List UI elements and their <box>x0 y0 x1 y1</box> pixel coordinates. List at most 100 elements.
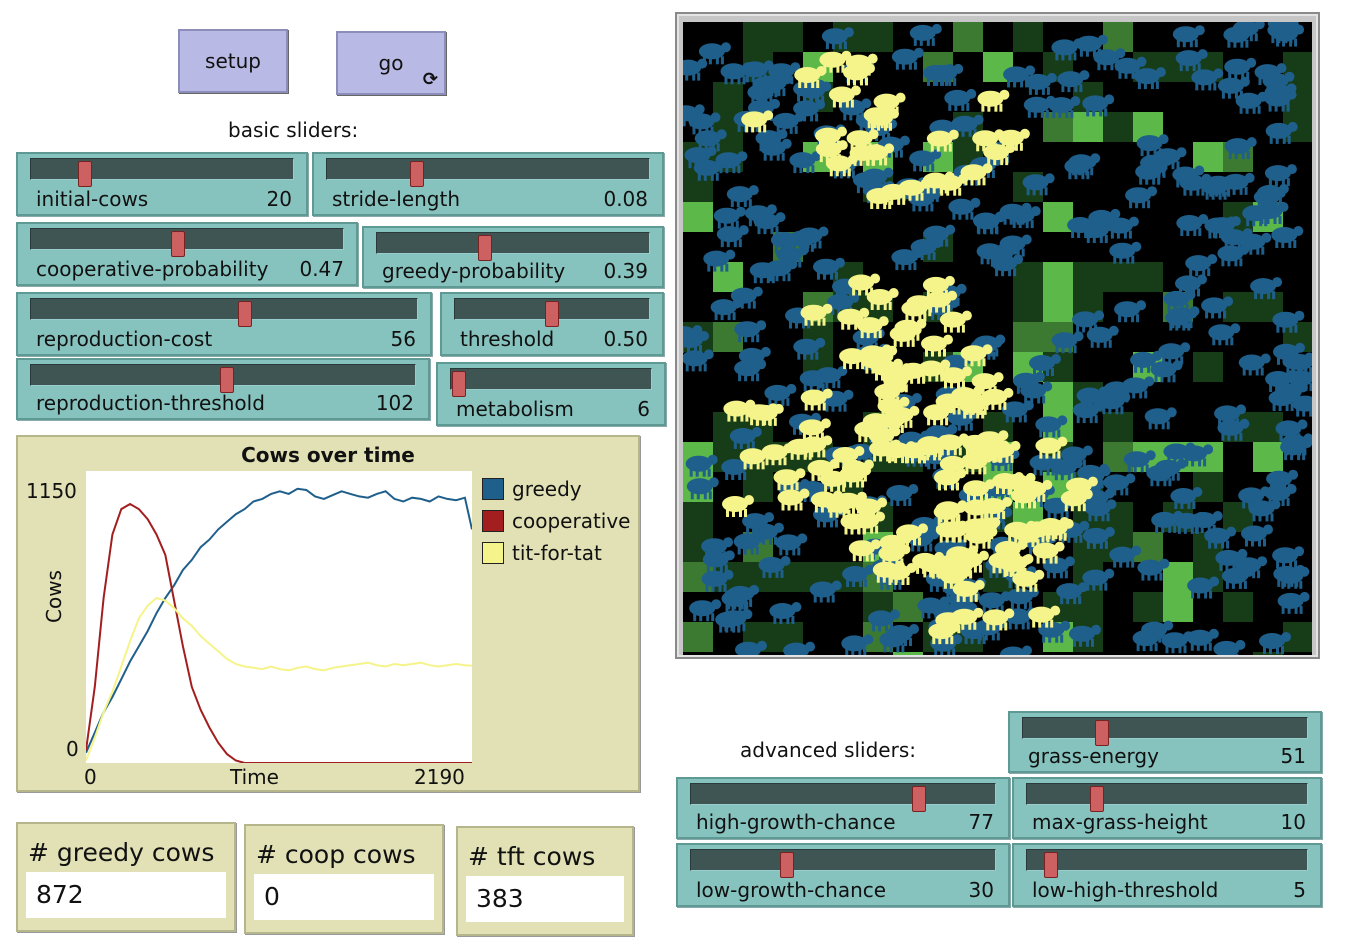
cow-icon <box>710 298 743 321</box>
slider-max-grass-height[interactable]: max-grass-height 10 <box>1012 777 1322 839</box>
cow-icon <box>799 369 832 392</box>
slider-track[interactable] <box>30 158 294 187</box>
cow-icon <box>1122 376 1155 399</box>
cow-icon <box>981 387 1014 410</box>
slider-knob[interactable] <box>1095 720 1110 746</box>
cow-icon <box>1151 510 1184 533</box>
grass-patch <box>683 622 713 652</box>
forever-icon: ⟳ <box>422 69 438 90</box>
slider-knob[interactable] <box>911 786 926 812</box>
cow-icon <box>1042 556 1075 579</box>
slider-reproduction-cost[interactable]: reproduction-cost 56 <box>16 292 432 356</box>
cow-icon <box>951 386 984 408</box>
slider-track[interactable] <box>450 368 652 397</box>
cow-icon <box>841 634 874 655</box>
grass-patch <box>743 22 773 52</box>
cow-icon <box>683 325 703 348</box>
cow-icon <box>1201 296 1234 319</box>
slider-stride-length[interactable]: stride-length 0.08 <box>312 152 664 216</box>
slider-track[interactable] <box>30 364 416 393</box>
world-canvas[interactable] <box>683 22 1312 655</box>
cow-icon <box>872 560 905 583</box>
cow-icon <box>871 358 903 381</box>
slider-cooperative-probability[interactable]: cooperative-probability 0.47 <box>16 222 358 286</box>
slider-initial-cows[interactable]: initial-cows 20 <box>16 152 308 216</box>
cow-icon <box>936 173 969 196</box>
slider-knob[interactable] <box>1044 852 1059 878</box>
slider-track[interactable] <box>1026 783 1308 812</box>
slider-track[interactable] <box>1022 717 1308 746</box>
slider-low-high-threshold[interactable]: low-high-threshold 5 <box>1012 843 1322 907</box>
cow-icon <box>997 128 1030 151</box>
monitor-coop-cows: # coop cows 0 <box>244 824 444 934</box>
cow-icon <box>713 206 746 229</box>
slider-knob[interactable] <box>219 367 234 393</box>
cow-icon <box>793 99 826 122</box>
slider-track[interactable] <box>326 158 650 187</box>
cow-icon <box>1075 34 1108 57</box>
cow-icon <box>1109 241 1142 264</box>
slider-track[interactable] <box>30 228 344 257</box>
cow-icon <box>947 556 980 579</box>
cow-icon <box>1238 353 1271 376</box>
grass-patch <box>1133 262 1163 292</box>
slider-track[interactable] <box>1026 849 1308 878</box>
slider-grass-energy[interactable]: grass-energy 51 <box>1008 711 1322 773</box>
world-view[interactable] <box>675 12 1320 659</box>
slider-greedy-probability[interactable]: greedy-probability 0.39 <box>362 226 664 288</box>
slider-metabolism[interactable]: metabolism 6 <box>436 362 666 426</box>
slider-label: reproduction-threshold <box>36 391 265 415</box>
cow-icon <box>698 42 731 65</box>
cow-icon <box>976 430 1009 453</box>
slider-track[interactable] <box>690 783 996 812</box>
slider-low-growth-chance[interactable]: low-growth-chance 30 <box>676 843 1010 907</box>
slider-value: 20 <box>266 187 292 211</box>
slider-knob[interactable] <box>545 301 559 327</box>
cow-icon <box>1088 208 1121 231</box>
grass-patch <box>713 82 743 112</box>
legend-item-greedy: greedy <box>482 473 631 505</box>
slider-knob[interactable] <box>238 301 253 327</box>
slider-knob[interactable] <box>171 231 186 257</box>
slider-high-growth-chance[interactable]: high-growth-chance 77 <box>676 777 1010 839</box>
setup-button[interactable]: setup <box>178 29 288 93</box>
plot-svg <box>85 487 473 764</box>
slider-track[interactable] <box>690 849 996 878</box>
cow-icon <box>939 310 972 333</box>
slider-knob[interactable] <box>409 161 424 187</box>
cow-icon <box>1224 137 1257 160</box>
cow-icon <box>1292 395 1312 417</box>
slider-knob[interactable] <box>478 235 493 261</box>
grass-patch <box>1253 652 1283 655</box>
go-button[interactable]: go ⟳ <box>336 31 446 95</box>
slider-track[interactable] <box>376 232 650 261</box>
slider-knob[interactable] <box>452 371 466 397</box>
setup-button-label: setup <box>205 49 261 73</box>
slider-knob[interactable] <box>780 852 795 878</box>
slider-knob[interactable] <box>1090 786 1105 812</box>
cow-icon <box>1264 83 1297 106</box>
cow-icon <box>930 634 963 655</box>
cow-icon <box>896 523 928 546</box>
slider-threshold[interactable]: threshold 0.50 <box>440 292 664 356</box>
slider-track[interactable] <box>454 298 650 327</box>
grass-patch <box>863 22 893 52</box>
cow-icon <box>738 346 771 369</box>
cow-icon <box>1280 438 1312 461</box>
cow-icon <box>758 555 791 578</box>
cow-icon <box>1056 582 1089 605</box>
cow-icon <box>837 307 870 330</box>
grass-patch <box>1103 412 1133 442</box>
grass-patch <box>1253 442 1283 472</box>
cow-icon <box>683 58 708 81</box>
slider-label: cooperative-probability <box>36 257 269 281</box>
monitor-value: 872 <box>26 872 226 918</box>
cow-icon <box>828 85 861 108</box>
cow-icon <box>825 154 858 177</box>
slider-reproduction-threshold[interactable]: reproduction-threshold 102 <box>16 358 430 420</box>
slider-track[interactable] <box>30 298 418 327</box>
cow-icon <box>1238 486 1271 509</box>
cow-icon <box>1272 546 1305 569</box>
slider-knob[interactable] <box>77 161 92 187</box>
grass-patch <box>1013 292 1043 322</box>
